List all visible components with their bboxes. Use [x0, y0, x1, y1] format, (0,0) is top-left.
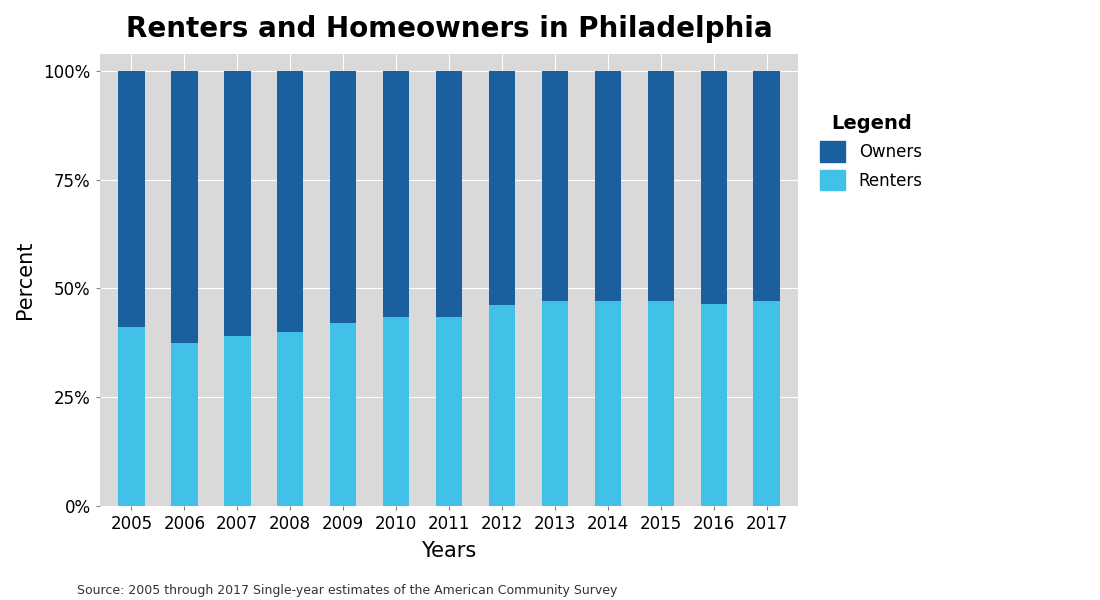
Bar — [754, 301, 780, 506]
Bar — [277, 332, 304, 506]
Bar — [648, 301, 674, 506]
Bar — [648, 71, 674, 301]
Bar — [701, 71, 727, 304]
Text: Source: 2005 through 2017 Single-year estimates of the American Community Survey: Source: 2005 through 2017 Single-year es… — [77, 584, 617, 597]
Legend: Owners, Renters: Owners, Renters — [814, 107, 930, 197]
Bar — [595, 301, 621, 506]
Bar — [383, 317, 409, 506]
Bar — [701, 304, 727, 506]
Bar — [172, 343, 198, 506]
Bar — [383, 71, 409, 317]
Bar — [595, 71, 621, 301]
Bar — [224, 336, 251, 506]
Bar — [754, 71, 780, 301]
Bar — [277, 71, 304, 332]
Bar — [488, 305, 515, 506]
Bar — [118, 71, 144, 328]
Bar — [330, 323, 356, 506]
Bar — [436, 71, 462, 317]
Bar — [436, 317, 462, 506]
Bar — [224, 71, 251, 336]
X-axis label: Years: Years — [421, 541, 476, 561]
Title: Renters and Homeowners in Philadelphia: Renters and Homeowners in Philadelphia — [125, 15, 772, 43]
Bar — [118, 328, 144, 506]
Bar — [541, 301, 569, 506]
Bar — [172, 71, 198, 343]
Y-axis label: Percent: Percent — [15, 241, 35, 319]
Bar — [541, 71, 569, 301]
Bar — [488, 71, 515, 305]
Bar — [330, 71, 356, 323]
